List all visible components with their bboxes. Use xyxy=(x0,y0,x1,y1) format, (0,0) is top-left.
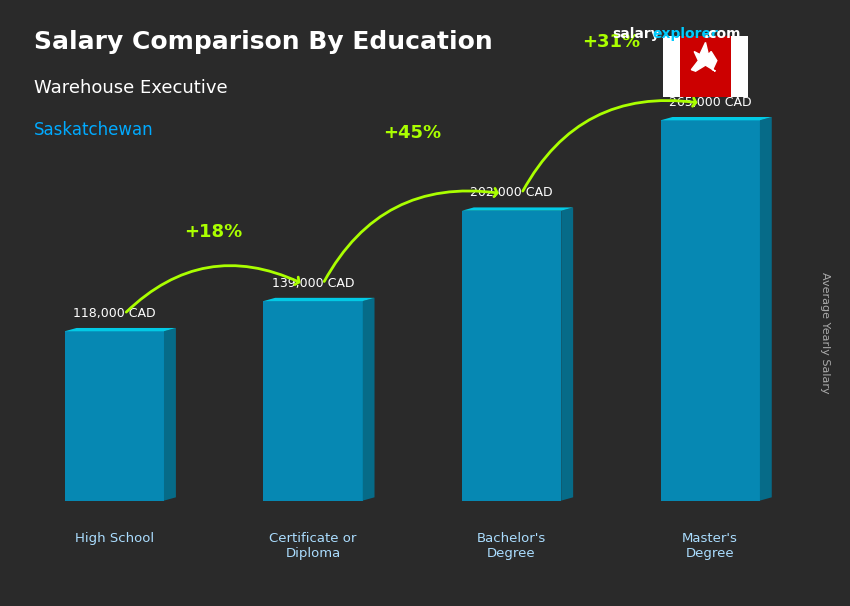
Text: 202,000 CAD: 202,000 CAD xyxy=(470,186,552,199)
Text: Master's
Degree: Master's Degree xyxy=(683,532,738,560)
Text: salary: salary xyxy=(612,27,660,41)
Text: .com: .com xyxy=(704,27,741,41)
Text: Warehouse Executive: Warehouse Executive xyxy=(34,79,228,97)
FancyBboxPatch shape xyxy=(65,331,164,501)
Polygon shape xyxy=(462,207,573,211)
Text: 139,000 CAD: 139,000 CAD xyxy=(272,277,354,290)
Text: 118,000 CAD: 118,000 CAD xyxy=(73,307,156,320)
Text: +45%: +45% xyxy=(383,124,441,142)
Text: Average Yearly Salary: Average Yearly Salary xyxy=(819,273,830,394)
Polygon shape xyxy=(691,42,717,72)
FancyBboxPatch shape xyxy=(264,301,363,501)
Polygon shape xyxy=(363,298,375,501)
Polygon shape xyxy=(660,117,772,121)
Text: Salary Comparison By Education: Salary Comparison By Education xyxy=(34,30,493,55)
Text: Certificate or
Diploma: Certificate or Diploma xyxy=(269,532,357,560)
Polygon shape xyxy=(561,207,573,501)
Text: Bachelor's
Degree: Bachelor's Degree xyxy=(477,532,547,560)
Text: +18%: +18% xyxy=(184,223,243,241)
Polygon shape xyxy=(760,117,772,501)
Bar xyxy=(680,36,731,97)
Text: High School: High School xyxy=(75,532,154,545)
FancyBboxPatch shape xyxy=(462,211,561,501)
Bar xyxy=(663,36,680,97)
Text: 265,000 CAD: 265,000 CAD xyxy=(669,96,751,109)
FancyBboxPatch shape xyxy=(660,121,760,501)
Bar xyxy=(731,36,748,97)
Text: Saskatchewan: Saskatchewan xyxy=(34,121,154,139)
Text: +31%: +31% xyxy=(581,33,640,51)
Text: explorer: explorer xyxy=(653,27,719,41)
Polygon shape xyxy=(65,328,176,331)
Polygon shape xyxy=(264,298,375,301)
Polygon shape xyxy=(164,328,176,501)
